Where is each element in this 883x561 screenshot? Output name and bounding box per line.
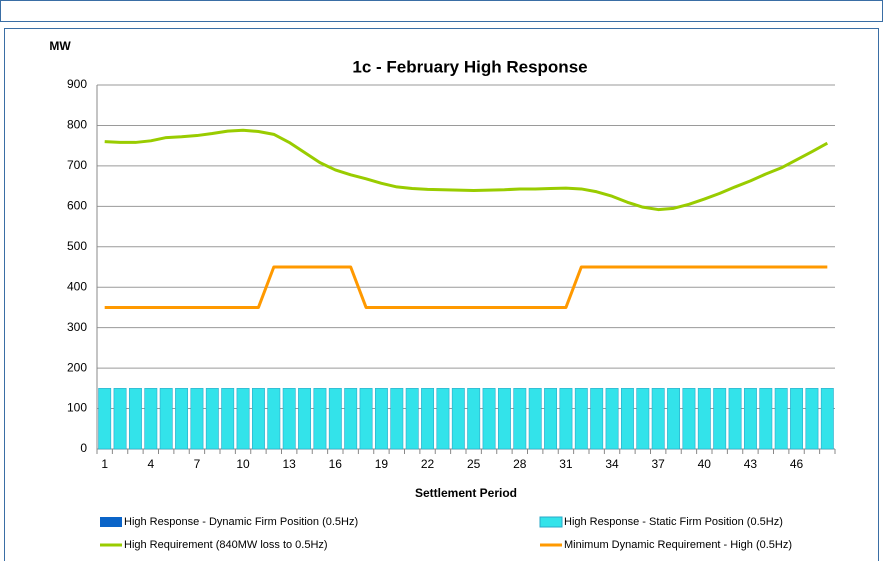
- y-tick-label: 200: [67, 360, 87, 374]
- legend-label: Minimum Dynamic Requirement - High (0.5H…: [564, 539, 792, 551]
- bar: [528, 388, 542, 450]
- bar: [405, 388, 419, 450]
- bar: [759, 388, 773, 450]
- bar: [636, 388, 650, 450]
- x-tick-label: 31: [559, 457, 573, 471]
- y-tick-label: 100: [67, 401, 87, 415]
- bar: [805, 388, 819, 450]
- bar: [251, 388, 265, 450]
- legend-label: High Response - Static Firm Position (0.…: [564, 516, 783, 528]
- x-tick-label: 28: [513, 457, 527, 471]
- x-tick-label: 1: [101, 457, 108, 471]
- x-tick-label: 7: [194, 457, 201, 471]
- y-tick-label: 900: [67, 77, 87, 91]
- bar: [513, 388, 527, 450]
- top-frame: [0, 0, 883, 22]
- bar: [774, 388, 788, 450]
- bar: [667, 388, 681, 450]
- bar: [205, 388, 219, 450]
- bar: [574, 388, 588, 450]
- bar: [713, 388, 727, 450]
- bar: [605, 388, 619, 450]
- y-tick-label: 0: [80, 441, 87, 455]
- x-tick-label: 10: [236, 457, 250, 471]
- bar: [790, 388, 804, 450]
- bar: [390, 388, 404, 450]
- bar: [98, 388, 112, 450]
- x-tick-label: 25: [467, 457, 481, 471]
- y-tick-label: 700: [67, 158, 87, 172]
- bar: [728, 388, 742, 450]
- x-tick-label: 34: [605, 457, 619, 471]
- bar: [451, 388, 465, 450]
- bar: [113, 388, 127, 450]
- x-tick-label: 16: [329, 457, 343, 471]
- bar: [620, 388, 634, 450]
- x-tick-label: 37: [652, 457, 666, 471]
- bar: [467, 388, 481, 450]
- bar: [144, 388, 158, 450]
- bar: [559, 388, 573, 450]
- bar: [298, 388, 312, 450]
- y-tick-label: 800: [67, 118, 87, 132]
- bar: [236, 388, 250, 450]
- line-series: [104, 265, 828, 309]
- bar: [159, 388, 173, 450]
- bar: [820, 388, 834, 450]
- y-tick-label: 400: [67, 279, 87, 293]
- chart-title: 1c - February High Response: [352, 57, 587, 76]
- x-tick-label: 22: [421, 457, 435, 471]
- x-tick-label: 40: [698, 457, 712, 471]
- bar: [359, 388, 373, 450]
- bar: [328, 388, 342, 450]
- bar: [651, 388, 665, 450]
- bar: [221, 388, 235, 450]
- bar: [175, 388, 189, 450]
- bar: [682, 388, 696, 450]
- legend-label: High Response - Dynamic Firm Position (0…: [124, 516, 358, 528]
- bar: [128, 388, 142, 450]
- legend-swatch: [100, 517, 122, 527]
- x-tick-label: 46: [790, 457, 804, 471]
- x-tick-label: 43: [744, 457, 758, 471]
- line-series: [104, 128, 829, 212]
- bar: [544, 388, 558, 450]
- bar: [743, 388, 757, 450]
- x-axis-title: Settlement Period: [415, 486, 517, 500]
- legend-swatch: [539, 516, 563, 528]
- chart-frame: [4, 28, 879, 561]
- legend-label: High Requirement (840MW loss to 0.5Hz): [124, 539, 328, 551]
- bar: [267, 388, 281, 450]
- x-tick-label: 4: [147, 457, 154, 471]
- bar: [282, 388, 296, 450]
- y-axis-title: MW: [49, 39, 71, 53]
- y-tick-label: 500: [67, 239, 87, 253]
- bar: [436, 388, 450, 450]
- bar: [344, 388, 358, 450]
- bar: [497, 388, 511, 450]
- bar: [590, 388, 604, 450]
- x-tick-label: 13: [283, 457, 297, 471]
- bar: [313, 388, 327, 450]
- bar: [482, 388, 496, 450]
- y-tick-label: 300: [67, 320, 87, 334]
- bar: [421, 388, 435, 450]
- bar: [697, 388, 711, 450]
- bar: [190, 388, 204, 450]
- x-tick-label: 19: [375, 457, 389, 471]
- y-tick-label: 600: [67, 199, 87, 213]
- bar: [374, 388, 388, 450]
